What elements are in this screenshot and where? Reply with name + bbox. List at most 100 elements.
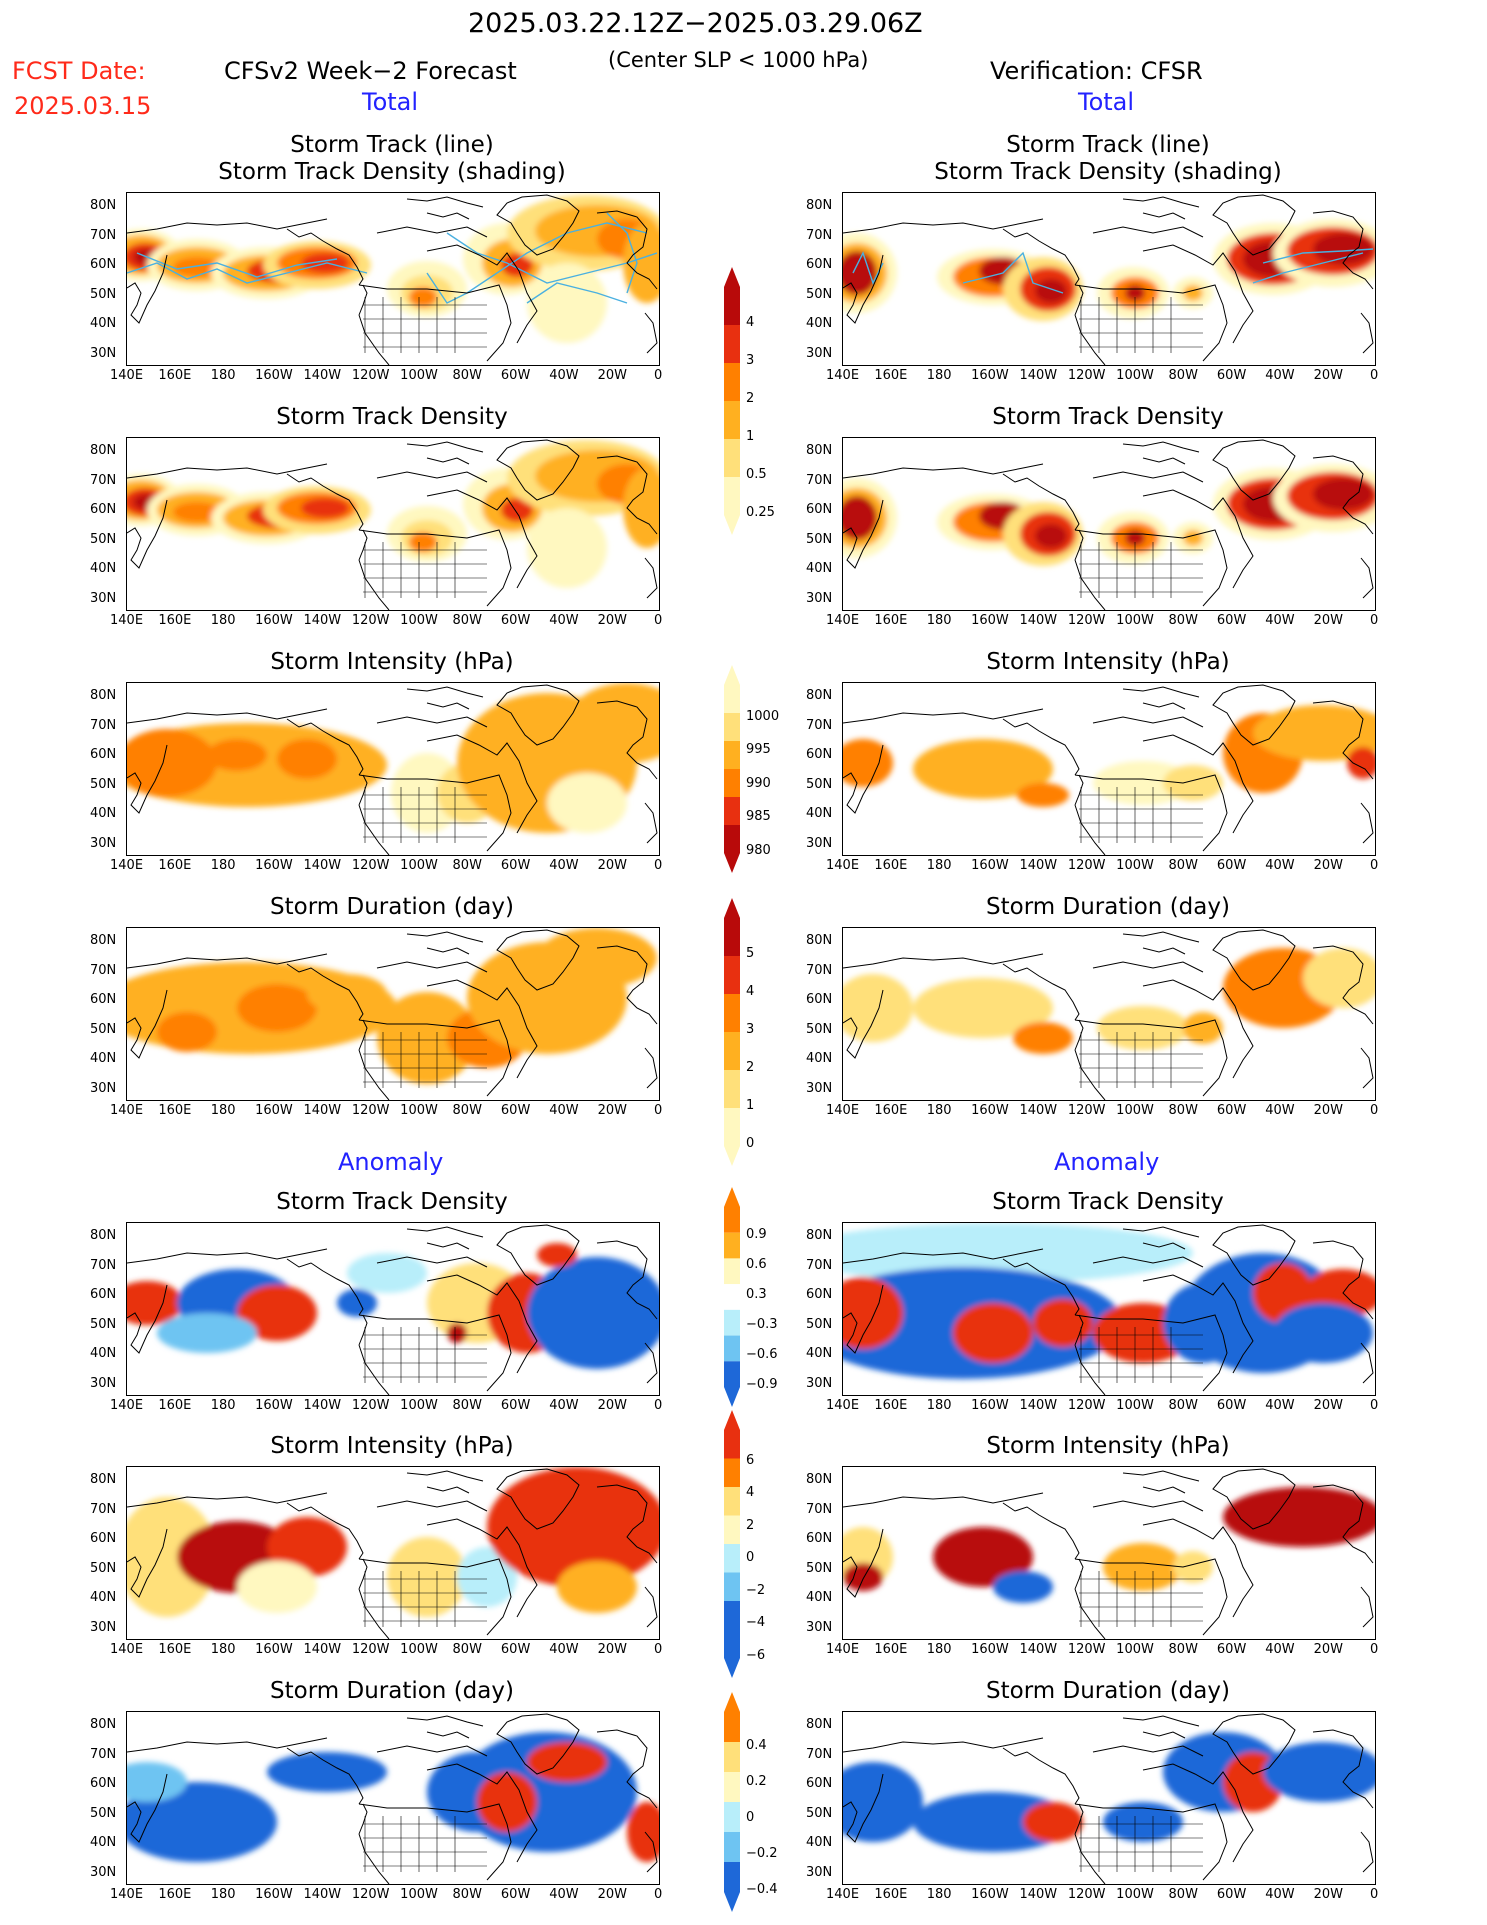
colorbar-segment [724,1832,740,1862]
lon-tick-label: 160W [255,1398,293,1413]
colorbar-segment [724,1742,740,1772]
coastline [1074,314,1106,365]
lon-tick-label: 60W [500,1887,531,1902]
lon-tick-label: 80W [1168,368,1198,383]
shaded-region [537,928,657,988]
lat-tick-label: 80N [90,1717,117,1732]
lon-tick-label: 0 [654,1398,663,1413]
coastline [1212,439,1296,501]
lon-tick-label: 140E [110,1642,144,1657]
lat-tick-label: 40N [90,561,117,576]
lon-tick-label: 160W [971,1642,1009,1657]
coastline [644,802,658,844]
lat-tick-label: 70N [806,1746,833,1762]
colorbar-label: −0.6 [746,1347,778,1362]
colorbar-arrow [724,1692,740,1712]
colorbar-label: 0.2 [746,1774,767,1789]
shaded-region [337,1289,377,1317]
coastline [1360,1586,1374,1628]
coastline [376,961,488,973]
shaded-region [623,468,659,548]
shaded-region [487,1467,659,1587]
coastline [1212,1468,1296,1530]
lat-tick-label: 50N [806,776,833,792]
colorbar-label: 2 [746,1060,755,1075]
lon-tick-label: 0 [1370,858,1379,873]
total-label-left: Total [362,88,419,116]
lat-tick-label: 40N [90,316,117,331]
colorbar-segment [724,1258,740,1285]
coastline [1002,1258,1080,1316]
shaded-region [1183,530,1203,546]
shaded-region [1303,948,1375,1008]
lat-tick-label: 30N [90,1619,117,1635]
coastline [358,1344,390,1395]
shaded-region [127,1762,187,1802]
coastline [127,1737,328,1753]
coastline [644,1047,658,1089]
map-durA-right [842,1711,1376,1885]
lon-tick-label: 100W [400,1887,438,1902]
coastline [376,716,488,728]
colorbar-segment [724,1108,740,1146]
lat-tick-label: 70N [90,1746,117,1762]
map-densA-left [126,1222,660,1396]
lon-tick-label: 160E [158,368,192,383]
colorbar-segment [724,918,740,956]
coastline [596,700,658,780]
lon-tick-label: 140W [1019,613,1058,628]
lat-tick-label: 70N [90,227,117,243]
lat-tick-label: 40N [806,806,833,821]
total-label-right: Total [1078,88,1135,116]
lon-tick-label: 100W [1116,858,1154,873]
shaded-region [1263,1742,1375,1802]
lon-tick-label: 160W [255,858,293,873]
colorbar-arrow [724,1410,740,1430]
lon-tick-label: 180 [926,613,952,628]
coastline [406,196,484,208]
coastline [127,953,328,969]
lat-tick-label: 60N [806,747,833,762]
shaded-region [377,992,477,1084]
colorbar-segment [724,685,740,713]
coastline [1312,1729,1374,1809]
coastline [1002,718,1080,776]
coastline [1074,1344,1106,1395]
coastline [426,702,470,710]
lat-tick-label: 60N [806,502,833,517]
coastline [1074,1833,1106,1884]
lat-tick-label: 60N [806,257,833,272]
shaded-region [843,1223,1193,1283]
colorbar-segment [724,287,740,325]
panel-title: Storm Track (line) [290,132,494,158]
coastline [1142,1731,1186,1739]
colorbar-label: 4 [746,1485,755,1501]
coastline [843,218,1044,234]
coastline [1312,1240,1374,1320]
coastline [1142,244,1254,344]
coastline [127,989,168,1059]
colorbar-label: 1000 [746,708,780,724]
coastline [1074,804,1106,855]
lat-tick-label: 40N [806,561,833,576]
colorbar-label: −4 [746,1615,766,1631]
coastline [644,1342,658,1384]
panel-title: Storm Track Density (shading) [218,159,566,185]
lon-tick-label: 180 [926,1887,952,1902]
lon-tick-label: 40W [549,1103,579,1118]
lon-tick-label: 180 [210,858,236,873]
shaded-region [207,739,267,771]
coastline [496,1468,580,1530]
colorbar-segment [724,1544,740,1573]
lon-tick-label: 80W [1168,1103,1198,1118]
coastline [1360,1831,1374,1873]
coastline [1312,945,1374,1025]
shaded-region [501,498,533,522]
lon-tick-label: 160E [874,613,908,628]
lon-tick-label: 140W [303,1642,342,1657]
lon-tick-label: 100W [1116,1642,1154,1657]
coastline [1074,1019,1228,1097]
lon-tick-label: 160E [874,1887,908,1902]
coastline [1074,1803,1228,1881]
colorbar-label: −0.9 [746,1377,778,1392]
